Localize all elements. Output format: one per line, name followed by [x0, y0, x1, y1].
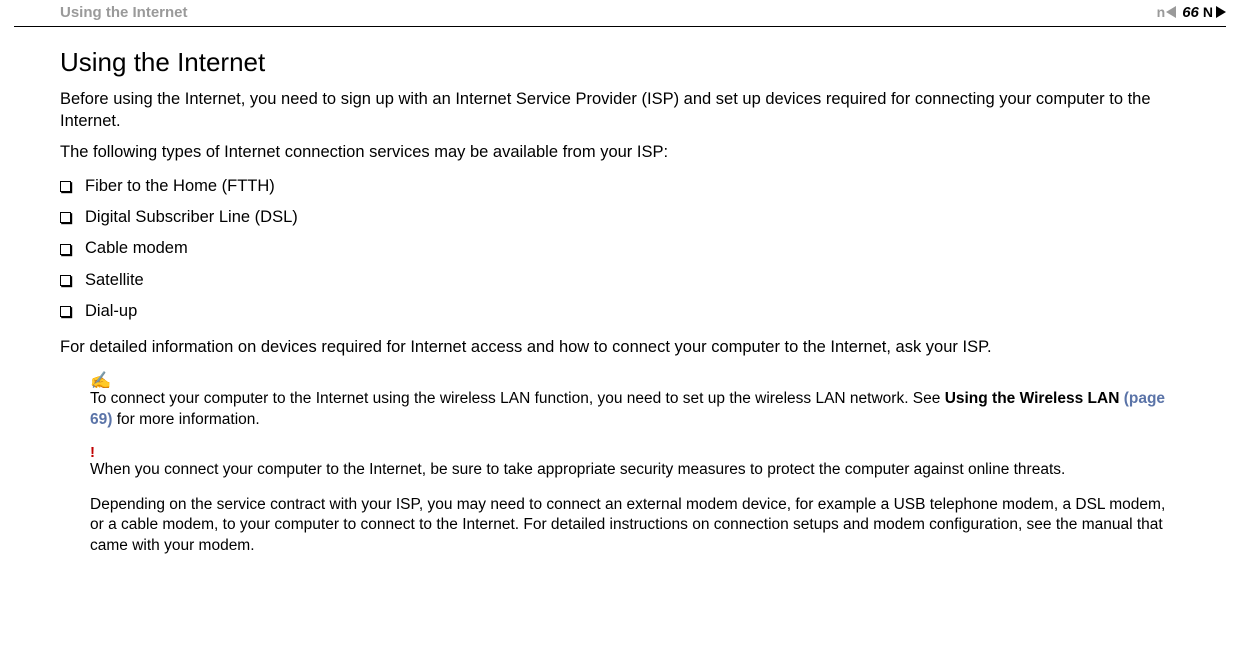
- list-item: Satellite: [60, 265, 1180, 296]
- tip-link-bold: Using the Wireless LAN: [945, 390, 1124, 407]
- list-item-label: Dial-up: [85, 296, 137, 327]
- list-item-label: Digital Subscriber Line (DSL): [85, 202, 298, 233]
- list-item: Fiber to the Home (FTTH): [60, 171, 1180, 202]
- list-item-label: Fiber to the Home (FTTH): [85, 171, 275, 202]
- lead-paragraph: The following types of Internet connecti…: [60, 141, 1180, 163]
- checkbox-bullet-icon: [60, 181, 71, 192]
- checkbox-bullet-icon: [60, 306, 71, 317]
- connection-types-list: Fiber to the Home (FTTH) Digital Subscri…: [60, 171, 1180, 328]
- list-item-label: Satellite: [85, 265, 144, 296]
- checkbox-bullet-icon: [60, 212, 71, 223]
- document-page: Using the Internet n 66 N Using the Inte…: [0, 0, 1240, 649]
- intro-paragraph: Before using the Internet, you need to s…: [60, 88, 1180, 133]
- warning-note: When you connect your computer to the In…: [90, 460, 1180, 481]
- page-number: 66: [1182, 4, 1199, 21]
- checkbox-bullet-icon: [60, 275, 71, 286]
- modem-note: Depending on the service contract with y…: [90, 495, 1180, 558]
- triangle-right-icon: [1216, 6, 1226, 18]
- header-right-group: n 66 N: [1157, 4, 1226, 21]
- pencil-note-icon: ✍: [90, 372, 1180, 389]
- triangle-left-icon: [1166, 6, 1176, 18]
- list-item-label: Cable modem: [85, 233, 188, 264]
- tip-note: To connect your computer to the Internet…: [90, 389, 1180, 431]
- page-header: Using the Internet n 66 N: [0, 0, 1240, 26]
- breadcrumb: Using the Internet: [60, 4, 188, 21]
- tip-text-after: for more information.: [112, 411, 259, 428]
- page-title: Using the Internet: [60, 47, 1180, 78]
- notes-block: ✍ To connect your computer to the Intern…: [60, 372, 1180, 558]
- prev-n-icon: n: [1157, 4, 1165, 20]
- outro-paragraph: For detailed information on devices requ…: [60, 336, 1180, 358]
- list-item: Dial-up: [60, 296, 1180, 327]
- next-n-icon: N: [1203, 4, 1212, 20]
- list-item: Cable modem: [60, 233, 1180, 264]
- checkbox-bullet-icon: [60, 244, 71, 255]
- nav-prev[interactable]: n: [1157, 4, 1177, 20]
- nav-next[interactable]: N: [1205, 4, 1226, 20]
- tip-text-before: To connect your computer to the Internet…: [90, 390, 945, 407]
- list-item: Digital Subscriber Line (DSL): [60, 202, 1180, 233]
- page-content: Using the Internet Before using the Inte…: [0, 27, 1240, 557]
- exclamation-warning-icon: !: [90, 445, 1180, 460]
